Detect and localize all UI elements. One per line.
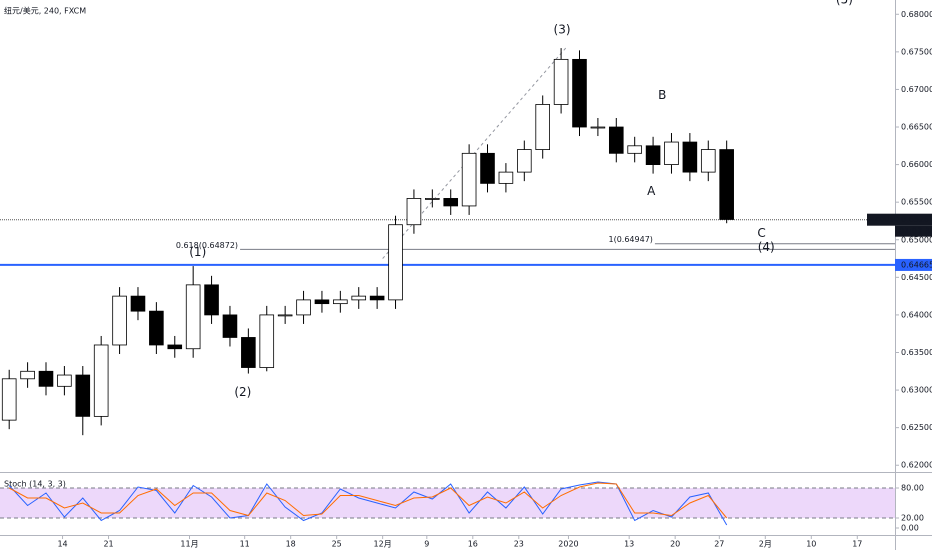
x-tick-label: 11月 [180,540,198,549]
oscillator-line [8,482,728,519]
candle-body [314,299,330,305]
candle-body [590,126,606,129]
y-tick-label: 0.65000 [901,235,932,244]
candle-body [406,198,422,226]
candle-body [682,141,698,173]
x-tick-label: 21 [103,540,113,549]
y-tick-label: 0.66500 [901,123,932,132]
wave-label: A [647,184,656,198]
candle-body [167,344,183,350]
oscillator-band [0,488,895,518]
candle-body [222,314,238,338]
y-tick-label: 0.64500 [901,273,932,282]
fib-label: 1(0.64947) [609,235,653,244]
x-tick-label: 23 [514,540,524,549]
x-tick-label: 2月 [759,540,772,549]
wave-label: (4) [758,240,775,254]
candle-body [664,141,679,165]
candle-body [719,149,734,220]
candle-body [369,295,385,301]
candle-body [38,370,54,387]
candle-body [130,295,146,312]
candle-body [700,149,716,173]
candle-body [333,299,348,305]
candle-body [443,198,459,207]
y-tick-label: 0.67000 [901,85,932,94]
wave-label: C [757,226,765,240]
x-tick-label: 12月 [374,540,392,549]
candle-body [461,152,477,207]
y-tick-label: 0.65500 [901,198,932,207]
wave-label: (1) [189,245,206,259]
last-price-symbol: NZDUSD [869,216,899,224]
candle-body [75,374,91,417]
osc-y-tick-label: 0.00 [901,524,919,533]
candle-body [241,337,256,368]
y-tick-label: 0.66000 [901,160,932,169]
x-tick-label: 14 [57,540,67,549]
y-tick-label: 0.63500 [901,348,932,357]
x-tick-label: 25 [332,540,342,549]
x-tick-label: 2020 [558,540,578,549]
x-tick-label: 17 [852,540,862,549]
candle-body [535,104,551,150]
x-tick-label: 11 [240,540,250,549]
y-tick-label: 0.68000 [901,10,932,19]
candle-body [553,58,569,105]
candle-body [204,284,219,316]
candle-body [425,198,440,200]
candle-body [20,370,35,380]
candle-body [93,344,109,417]
last-price-badge [867,213,932,226]
candle-body [645,145,661,165]
x-tick-label: 10 [806,540,816,549]
y-tick-label: 0.67500 [901,47,932,56]
y-tick-label: 0.62500 [901,423,932,432]
osc-y-tick-label: 20.00 [901,514,924,523]
x-tick-label: 20 [670,540,680,549]
y-tick-label: 0.62000 [901,461,932,470]
candle-body [277,314,293,317]
wave-label: (5) [836,0,853,7]
candle-body [112,295,127,346]
candle-body [627,145,642,154]
y-tick-label: 0.64000 [901,310,932,319]
wave-label: B [658,88,666,102]
level-badge [895,258,932,271]
candle-body [296,299,311,316]
x-tick-label: 9 [424,540,429,549]
candle-body [149,310,164,346]
osc-y-tick-label: 80.00 [901,484,924,493]
x-tick-label: 18 [286,540,296,549]
chart-title: 纽元/美元, 240, FXCM [4,6,86,16]
candle-body [480,152,495,184]
candle-body [572,58,587,128]
candle-body [517,149,532,173]
countdown-label: 01:03:38 [899,227,932,236]
level-label: 0.64665 [901,260,932,269]
y-tick-label: 0.63000 [901,386,932,395]
wave-label: (3) [554,23,571,37]
candle-body [498,171,514,184]
last-price-label: 0.65267 [901,215,932,224]
candle-body [351,295,367,301]
countdown-badge [895,225,932,237]
candle-body [57,374,72,387]
candle-body [608,126,624,154]
oscillator-title: Stoch (14, 3, 3) [4,480,66,489]
candle-body [259,314,275,368]
candle-body [185,284,201,350]
wave-label: (2) [234,385,251,399]
candle-body [1,378,17,421]
fib-label: 0.618(0.64872) [176,241,238,250]
x-tick-label: 16 [468,540,478,549]
x-tick-label: 27 [714,540,724,549]
x-tick-label: 13 [624,540,634,549]
candle-body [388,224,403,301]
